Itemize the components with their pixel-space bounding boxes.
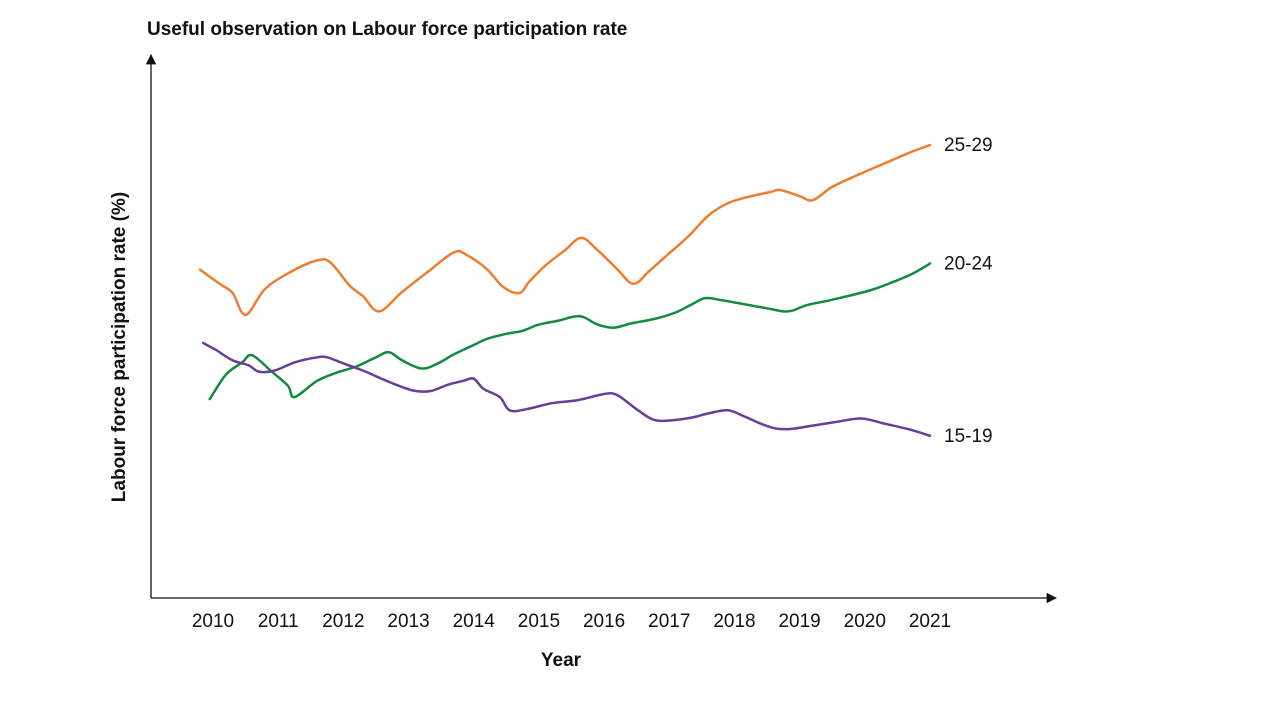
series-line-25-29 — [198, 143, 932, 317]
x-tick-label: 2017 — [648, 611, 690, 632]
x-tick-label: 2018 — [713, 611, 755, 632]
x-tick-label: 2019 — [778, 611, 820, 632]
x-tick-label: 2011 — [258, 611, 299, 632]
series-line-15-19 — [201, 341, 932, 438]
x-tick-label: 2015 — [518, 611, 560, 632]
series-label-25-29: 25-29 — [944, 135, 993, 156]
x-tick-label: 2013 — [387, 611, 429, 632]
x-axis-title: Year — [541, 650, 582, 671]
chart-title: Useful observation on Labour force parti… — [147, 19, 628, 40]
x-tick-label: 2010 — [192, 611, 234, 632]
series-line-20-24 — [208, 262, 932, 401]
series-layer — [198, 143, 932, 438]
x-tick-label: 2012 — [322, 611, 364, 632]
x-tick-label: 2016 — [583, 611, 625, 632]
series-labels: 25-29 20-24 15-19 — [944, 135, 993, 447]
x-tick-label: 2021 — [909, 611, 951, 632]
series-label-15-19: 15-19 — [944, 426, 993, 447]
series-label-20-24: 20-24 — [944, 253, 993, 274]
x-tick-labels: 2010 2011 2012 2013 2014 2015 2016 2017 2018 2019… — [192, 611, 951, 632]
y-axis-title: Labour force participation rate (%) — [109, 192, 130, 502]
x-tick-label: 2020 — [844, 611, 886, 632]
x-tick-label: 2014 — [453, 611, 496, 632]
